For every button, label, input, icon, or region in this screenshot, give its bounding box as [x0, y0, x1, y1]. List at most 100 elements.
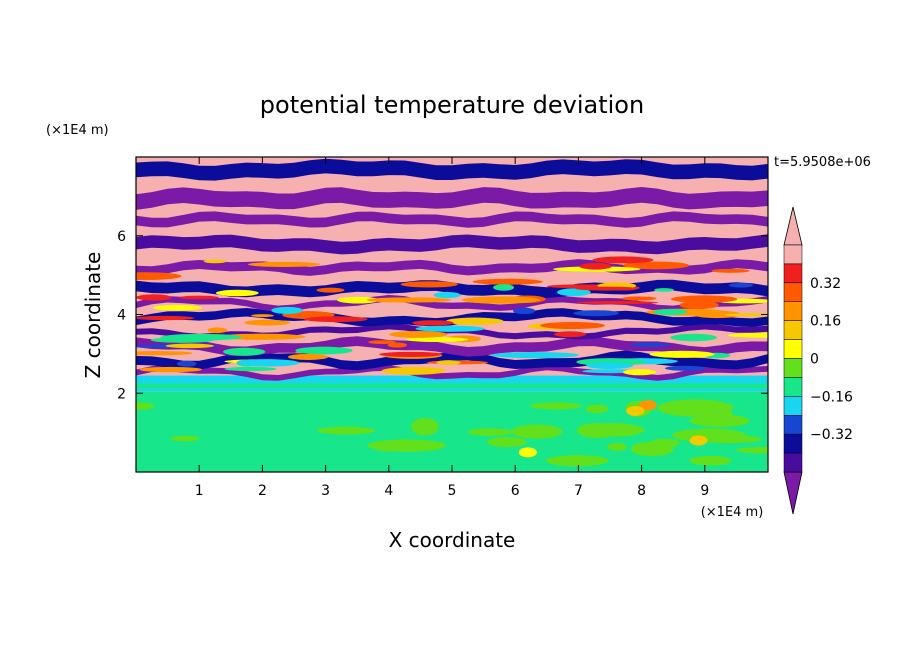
heat-band: [136, 336, 768, 357]
heat-streak: [176, 360, 197, 367]
heat-streak: [139, 366, 203, 373]
heat-streak: [553, 331, 586, 338]
y-tick-label: 6: [117, 229, 126, 245]
heat-streak: [248, 261, 321, 267]
heat-streak: [389, 330, 448, 338]
heat-patch: [736, 446, 768, 454]
heat-streak: [381, 366, 446, 375]
heat-spot: [626, 405, 645, 416]
heat-patch: [689, 455, 732, 466]
colorbar-tick-label: 0.16: [810, 314, 841, 330]
colorbar-swatch: [783, 358, 803, 378]
heat-streak: [490, 351, 580, 359]
heat-band: [136, 259, 768, 276]
heat-patch: [697, 435, 762, 444]
heat-streak: [540, 322, 605, 330]
colorbar-tick-label: 0: [810, 352, 819, 368]
heat-streak: [586, 362, 634, 370]
heat-streak: [207, 327, 228, 334]
heat-band: [136, 383, 768, 389]
heat-streak: [493, 284, 515, 291]
heat-streak: [136, 272, 182, 280]
heat-patch: [136, 402, 155, 410]
heat-streak: [727, 332, 768, 338]
heat-streak: [379, 351, 443, 358]
heat-streak: [178, 295, 219, 300]
heat-streak: [436, 360, 461, 365]
heat-streak: [251, 314, 274, 318]
heat-streak: [472, 278, 543, 285]
colorbar-swatch: [783, 282, 803, 303]
heat-patch: [170, 435, 200, 442]
heat-patch: [530, 402, 582, 410]
heat-streak: [664, 365, 707, 371]
heat-streak: [630, 342, 670, 347]
heat-streak: [649, 350, 715, 358]
colorbar-swatch: [783, 301, 803, 321]
heat-streak: [415, 325, 485, 332]
heat-streak: [150, 337, 214, 343]
heat-streak: [622, 369, 657, 376]
heat-streak: [136, 294, 172, 301]
heat-streak: [679, 301, 719, 310]
heat-streak: [400, 281, 458, 288]
heat-streak: [368, 340, 396, 344]
colorbar-tick-label: 0.32: [810, 276, 841, 292]
heat-patch: [650, 438, 680, 448]
heat-streak: [366, 297, 452, 303]
heat-patch: [511, 424, 563, 439]
heat-spot: [689, 435, 708, 446]
heat-streak: [165, 343, 214, 349]
heat-streak: [575, 286, 638, 291]
y-tick-label: 2: [117, 386, 126, 402]
colorbar-swatch: [783, 244, 803, 265]
heat-streak: [621, 296, 657, 301]
heat-streak: [304, 316, 368, 323]
heat-patch: [371, 440, 414, 452]
heat-streak: [287, 353, 329, 360]
heat-streak: [670, 333, 718, 342]
heat-streak: [433, 291, 461, 299]
heat-streak: [670, 295, 738, 303]
x-axis: 1 2 3 4 5 6 7 8 9: [195, 157, 709, 499]
heat-streak: [271, 306, 304, 314]
y-tick-label: 4: [117, 308, 126, 324]
x-tick-label: 9: [700, 483, 709, 499]
heat-streak: [728, 282, 754, 288]
y-unit-label: (×1E4 m): [46, 123, 109, 138]
heat-streak: [136, 315, 195, 321]
heat-patch: [467, 428, 514, 436]
x-tick-label: 1: [195, 483, 204, 499]
heat-spot: [518, 447, 537, 458]
heat-streak: [573, 310, 620, 317]
colorbar-over-arrow: [783, 206, 803, 246]
heat-streak: [224, 366, 277, 372]
time-label: t=5.9508e+06: [774, 155, 871, 170]
heat-streak: [387, 342, 407, 348]
heat-streak: [653, 308, 688, 316]
heat-streak: [136, 351, 193, 356]
x-tick-label: 8: [637, 483, 646, 499]
heat-patch: [486, 436, 527, 448]
x-unit-label: (×1E4 m): [701, 505, 764, 520]
heat-band: [136, 364, 768, 381]
colorbar-swatch: [783, 339, 803, 359]
colorbar-under-arrow: [783, 471, 803, 515]
heat-streak: [557, 288, 591, 297]
heat-patch: [317, 426, 376, 435]
x-tick-label: 7: [574, 483, 583, 499]
heat-streak: [152, 304, 202, 311]
y-axis-label: Z coordinate: [81, 252, 105, 379]
heat-streak: [244, 319, 291, 326]
heat-band: [136, 234, 768, 255]
colorbar-swatch: [783, 396, 803, 416]
chart-title: potential temperature deviation: [260, 91, 644, 119]
heat-patch: [585, 404, 609, 414]
heat-streak: [295, 346, 353, 355]
colorbar-swatch: [783, 433, 803, 454]
x-axis-label: X coordinate: [389, 528, 516, 552]
heat-streak: [203, 259, 227, 264]
heat-streak: [412, 320, 454, 326]
colorbar-swatch: [783, 377, 803, 397]
